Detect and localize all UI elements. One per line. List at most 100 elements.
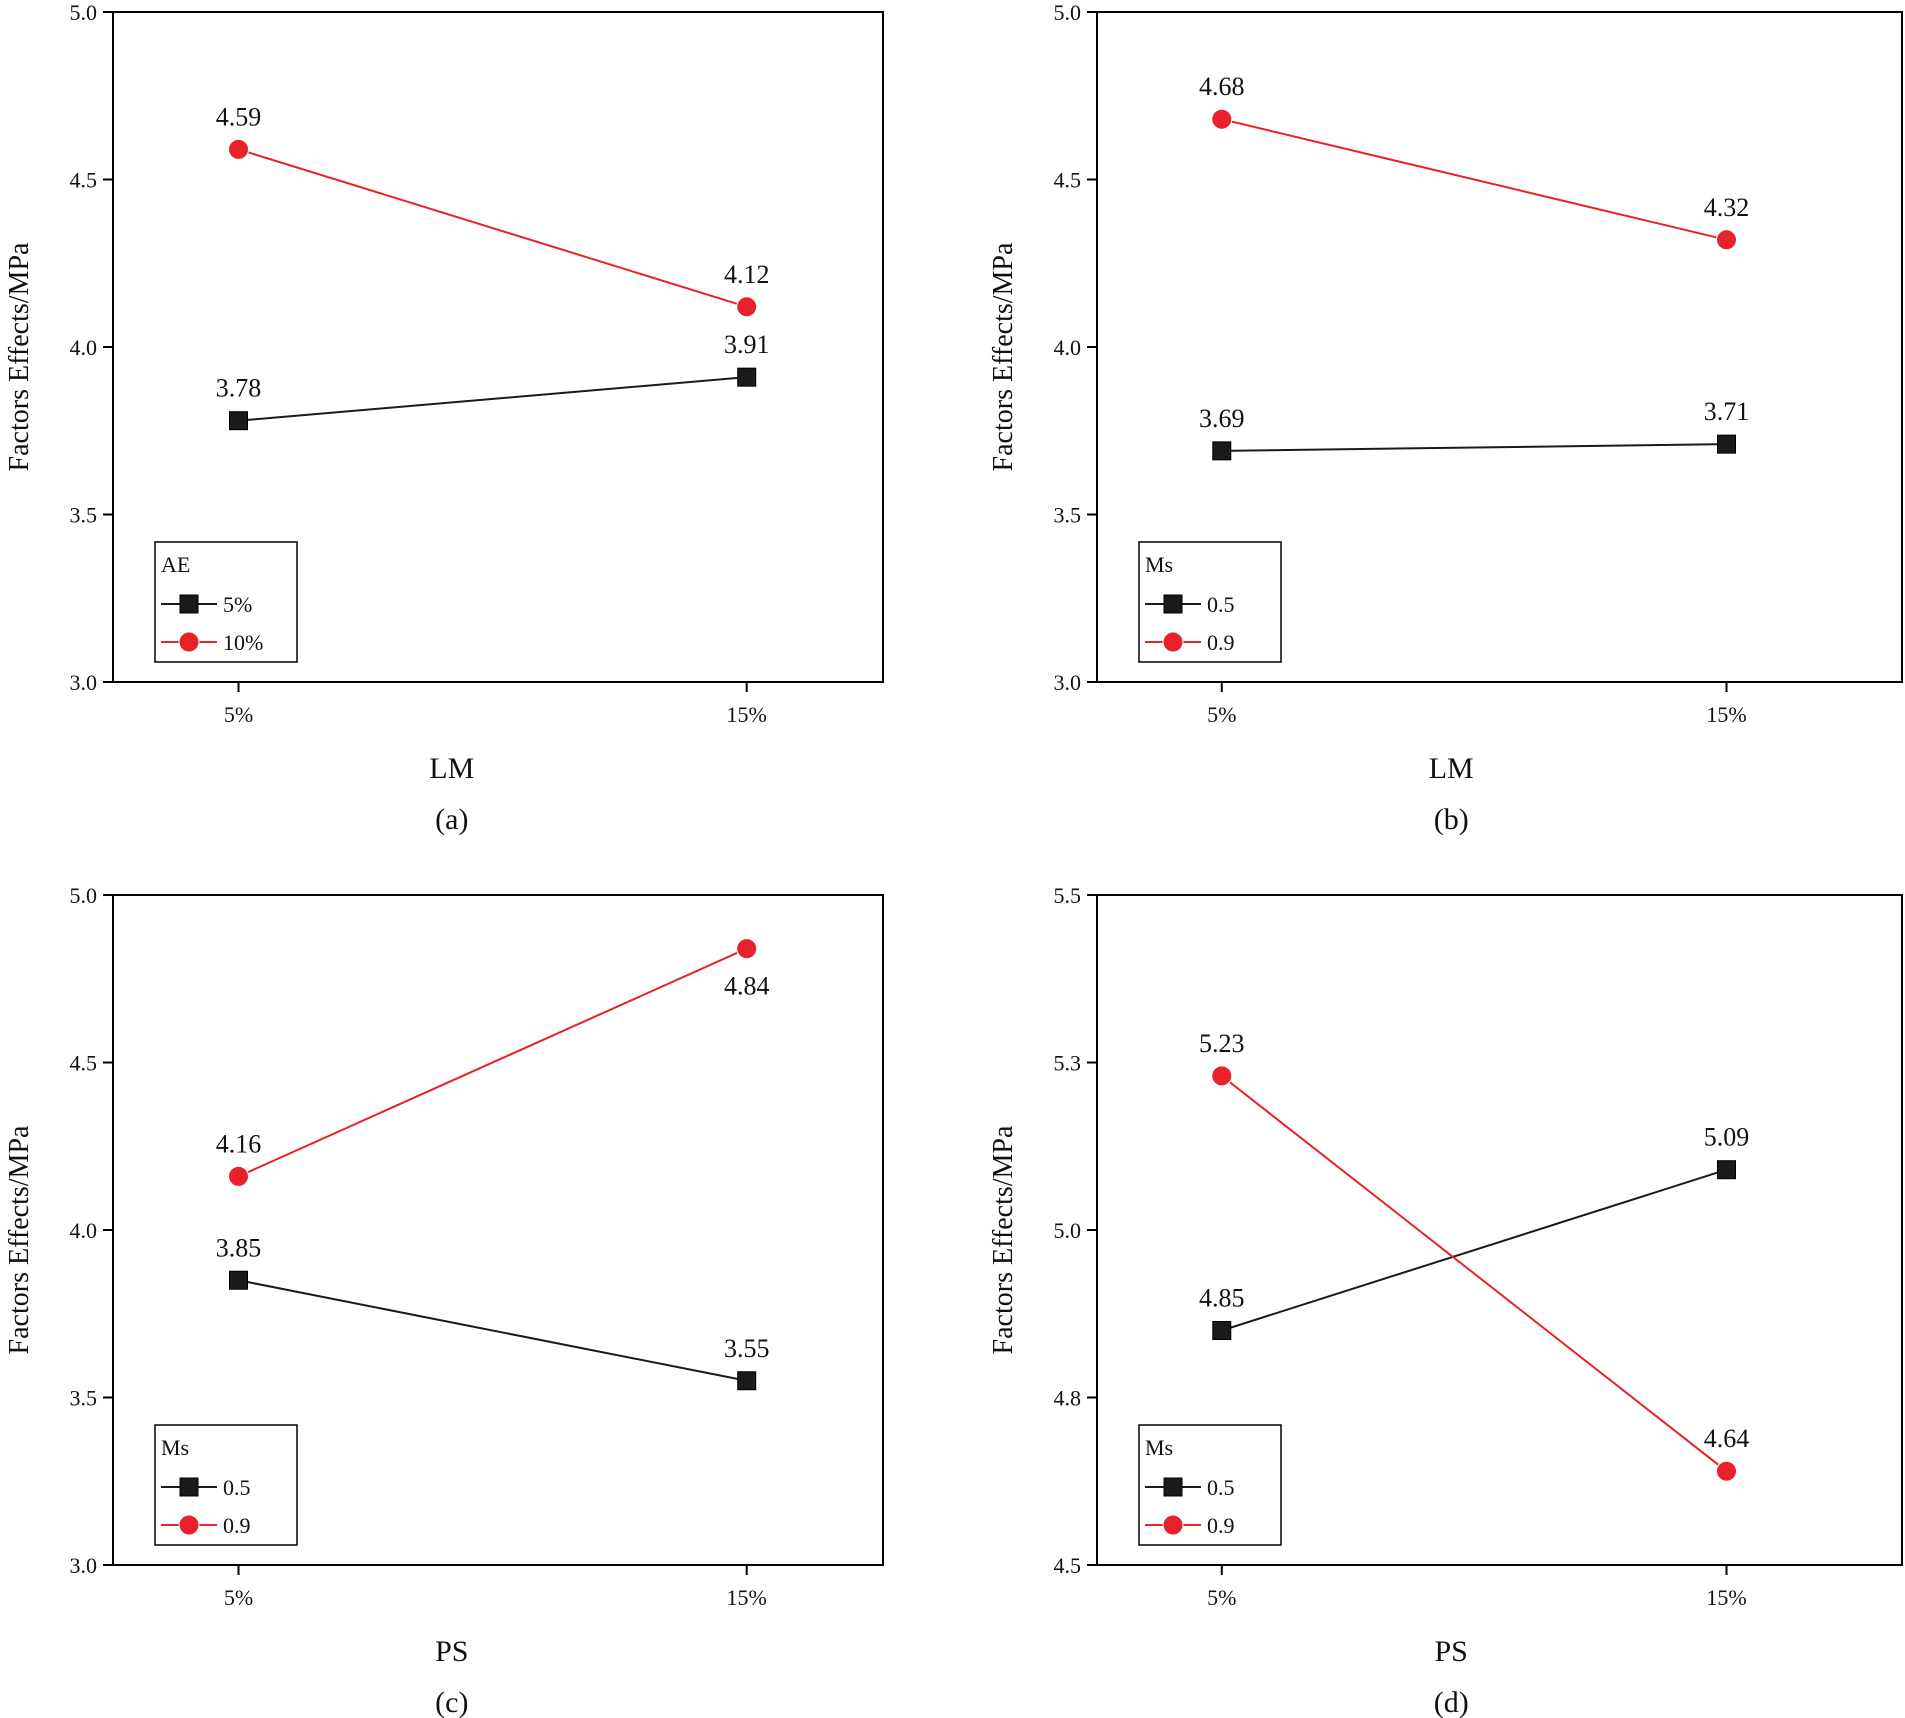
series-line — [238, 947, 748, 1178]
series-line — [1221, 118, 1727, 241]
legend-title: Ms — [1145, 552, 1173, 577]
y-tick-label: 5.0 — [1054, 1218, 1082, 1243]
data-point-square — [1717, 1160, 1737, 1180]
data-point-circle — [736, 938, 758, 960]
legend-marker-circle — [178, 1514, 200, 1536]
y-axis-label: Factors Effects/MPa — [4, 242, 35, 471]
legend-title: AE — [161, 552, 190, 577]
y-tick-label: 3.0 — [1054, 670, 1082, 695]
y-axis-label: Factors Effects/MPa — [988, 242, 1019, 471]
data-label: 4.12 — [724, 260, 770, 289]
y-axis-label: Factors Effects/MPa — [988, 1125, 1019, 1354]
panel-caption: (b) — [1434, 803, 1469, 836]
y-tick-label: 4.5 — [70, 168, 98, 193]
series-line — [238, 376, 747, 422]
data-point-circle — [1716, 1460, 1738, 1482]
data-point-square — [229, 1270, 249, 1290]
y-tick-label: 5.0 — [70, 0, 98, 25]
data-label: 4.68 — [1199, 72, 1245, 101]
data-label: 5.09 — [1704, 1123, 1750, 1152]
data-label: 4.59 — [216, 102, 262, 131]
data-point-square — [229, 411, 249, 431]
y-tick-label: 4.0 — [1054, 335, 1082, 360]
y-tick-label: 3.5 — [70, 1386, 98, 1411]
legend: Ms 0.5 0.9 — [1138, 541, 1282, 663]
legend-series-label: 5% — [223, 592, 252, 617]
y-tick-label: 4.5 — [70, 1051, 98, 1076]
legend: Ms 0.5 0.9 — [1138, 1424, 1282, 1546]
y-tick-label: 5.0 — [70, 883, 98, 908]
y-tick-label: 5.3 — [1054, 1051, 1082, 1076]
legend-title: Ms — [1145, 1435, 1173, 1460]
y-tick-label: 3.0 — [70, 670, 98, 695]
y-tick-label: 3.5 — [70, 503, 98, 528]
y-tick-label: 4.0 — [70, 335, 98, 360]
legend-marker-square — [1163, 1477, 1183, 1497]
legend-series-label: 0.9 — [1207, 1513, 1235, 1538]
series-line — [238, 1279, 747, 1382]
legend-marker-circle — [178, 631, 200, 653]
x-axis-label: LM — [1429, 752, 1474, 785]
data-point-square — [737, 1371, 757, 1391]
data-label: 5.23 — [1199, 1029, 1245, 1058]
legend-marker-square — [179, 1477, 199, 1497]
data-label: 3.91 — [724, 330, 770, 359]
panel-caption: (c) — [435, 1686, 468, 1718]
data-point-circle — [736, 296, 758, 318]
x-axis-label: PS — [1435, 1635, 1468, 1668]
x-tick-label: 5% — [1207, 1585, 1236, 1610]
data-label: 3.71 — [1704, 397, 1750, 426]
data-label: 4.64 — [1704, 1424, 1750, 1453]
y-tick-label: 4.5 — [1054, 1553, 1082, 1578]
data-point-square — [1212, 1321, 1232, 1340]
legend-marker-circle — [1162, 1514, 1184, 1536]
data-point-square — [737, 367, 757, 387]
legend-marker-square — [1163, 594, 1183, 614]
legend-title: Ms — [161, 1435, 189, 1460]
data-point-circle — [1211, 108, 1233, 130]
data-label: 3.85 — [216, 1233, 262, 1262]
data-label: 4.16 — [216, 1129, 262, 1158]
legend-series-label: 0.5 — [1207, 1475, 1235, 1500]
x-tick-label: 15% — [727, 1585, 767, 1610]
x-tick-label: 15% — [1706, 702, 1746, 727]
x-tick-label: 15% — [727, 702, 767, 727]
y-tick-label: 4.8 — [1054, 1386, 1082, 1411]
chart-panel: 4.5 4.8 5.0 5.3 5.5 5% 15% PS Factors Effects/MP… — [988, 883, 1903, 1718]
legend: Ms 0.5 0.9 — [154, 1424, 298, 1546]
data-point-circle — [1211, 1065, 1233, 1087]
legend-series-label: 0.9 — [1207, 630, 1235, 655]
legend-series-label: 10% — [223, 630, 263, 655]
data-label: 4.84 — [724, 972, 770, 1001]
y-tick-label: 3.5 — [1054, 503, 1082, 528]
x-tick-label: 5% — [224, 702, 253, 727]
panel-caption: (d) — [1434, 1686, 1469, 1718]
series-line — [1221, 1075, 1728, 1472]
y-axis-label: Factors Effects/MPa — [4, 1125, 35, 1354]
legend-series-label: 0.5 — [223, 1475, 251, 1500]
legend-marker-circle — [1162, 631, 1184, 653]
y-tick-label: 5.0 — [1054, 0, 1082, 25]
data-label: 4.32 — [1704, 193, 1750, 222]
data-point-square — [1212, 441, 1232, 461]
x-tick-label: 5% — [1207, 702, 1236, 727]
chart-panel: 3.0 3.5 4.0 4.5 5.0 5% 15% LM Factors Effects/MP… — [4, 0, 884, 836]
data-point-square — [1717, 434, 1737, 454]
data-label: 3.78 — [216, 374, 262, 403]
data-point-circle — [1716, 229, 1738, 251]
chart-panel: 3.0 3.5 4.0 4.5 5.0 5% 15% PS Factors Effects/MP… — [4, 883, 884, 1718]
chart-panel: 3.0 3.5 4.0 4.5 5.0 5% 15% LM Factors Effects/MP… — [988, 0, 1903, 836]
data-point-circle — [228, 1165, 250, 1187]
data-label: 3.55 — [724, 1334, 770, 1363]
series-line — [1221, 1168, 1727, 1332]
data-label: 3.69 — [1199, 404, 1245, 433]
x-tick-label: 5% — [224, 1585, 253, 1610]
y-tick-label: 3.0 — [70, 1553, 98, 1578]
series-line — [238, 148, 748, 308]
legend-series-label: 0.9 — [223, 1513, 251, 1538]
data-point-circle — [228, 138, 250, 160]
series-line — [1221, 443, 1727, 452]
y-tick-label: 5.5 — [1054, 883, 1082, 908]
legend-series-label: 0.5 — [1207, 592, 1235, 617]
